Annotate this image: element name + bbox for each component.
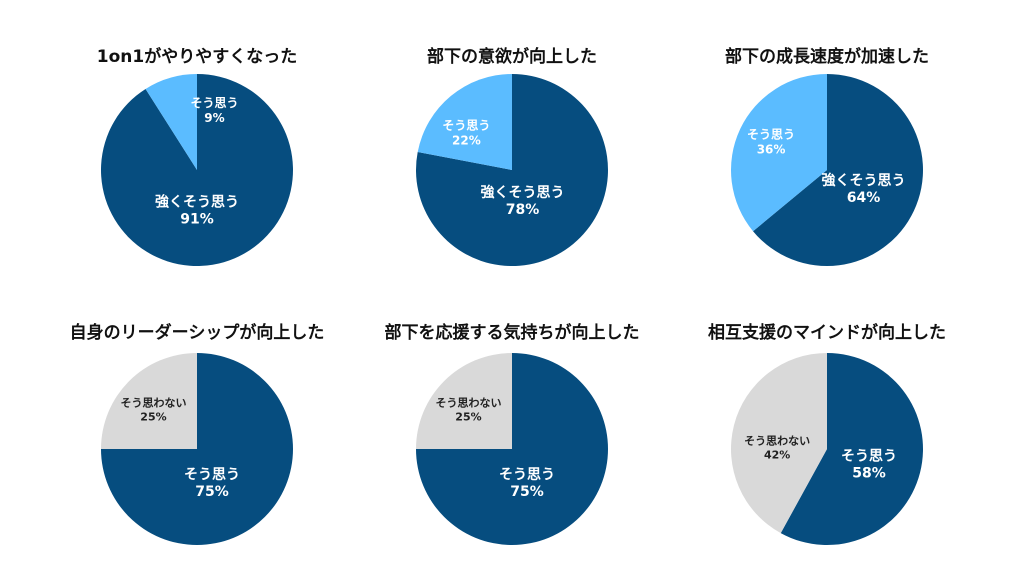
chart-2-slice-1-value: 78%	[506, 202, 540, 218]
chart-2-slice-2-name: そう思う	[442, 119, 490, 133]
chart-5-slice-2-name: そう思わない	[435, 396, 501, 409]
chart-6-slice-2	[731, 353, 827, 534]
chart-4-slice-1-value: 75%	[195, 484, 229, 500]
chart-5-slice-1-name: そう思う	[499, 467, 555, 483]
chart-2-slice-2	[417, 73, 512, 170]
chart-5-slice-1-value: 75%	[510, 484, 544, 500]
chart-1-slice-2-value: 9%	[204, 111, 224, 125]
chart-6-slice-2-value: 42%	[764, 448, 790, 461]
chart-1-slice-1-name: 強くそう思う	[155, 193, 239, 210]
chart-1-slice-2	[145, 74, 197, 170]
chart-1-slice-1	[100, 74, 293, 266]
chart-3-slice-1-name: 強くそう思う	[822, 172, 906, 189]
chart-2-slice-1-name: 強くそう思う	[481, 184, 565, 201]
chart-5-slice-2	[416, 353, 512, 449]
chart-5-title: 部下を応援する気持ちが向上した	[384, 323, 640, 343]
chart-3-title: 部下の成長速度が加速した	[725, 47, 929, 67]
chart-4-slice-2-value: 25%	[140, 410, 166, 423]
chart-3-slice-2-name: そう思う	[747, 127, 795, 141]
chart-3-slice-1-value: 64%	[847, 190, 881, 206]
chart-3-slice-1	[753, 74, 923, 266]
chart-6-slice-1-value: 58%	[852, 466, 886, 482]
chart-6-title: 相互支援のマインドが向上した	[708, 323, 946, 343]
chart-1-slice-2-name: そう思う	[190, 96, 238, 110]
chart-1-title: 1on1がやりやすくなった	[96, 47, 298, 67]
chart-6-slice-2-name: そう思わない	[744, 434, 810, 447]
chart-3-slice-2	[731, 74, 827, 232]
chart-6-slice-1	[780, 353, 923, 545]
chart-3-slice-2-value: 36%	[757, 142, 786, 156]
chart-2-title: 部下の意欲が向上した	[427, 47, 597, 67]
chart-4-slice-1-name: そう思う	[184, 467, 240, 483]
chart-1-slice-1-value: 91%	[180, 211, 214, 227]
chart-2-slice-2-value: 22%	[452, 134, 481, 148]
chart-5-slice-2-value: 25%	[455, 410, 481, 423]
chart-4-slice-2	[101, 353, 197, 449]
chart-4-title: 自身のリーダーシップが向上した	[69, 323, 325, 343]
chart-6-slice-1-name: そう思う	[841, 449, 897, 465]
chart-4-slice-2-name: そう思わない	[120, 396, 186, 409]
